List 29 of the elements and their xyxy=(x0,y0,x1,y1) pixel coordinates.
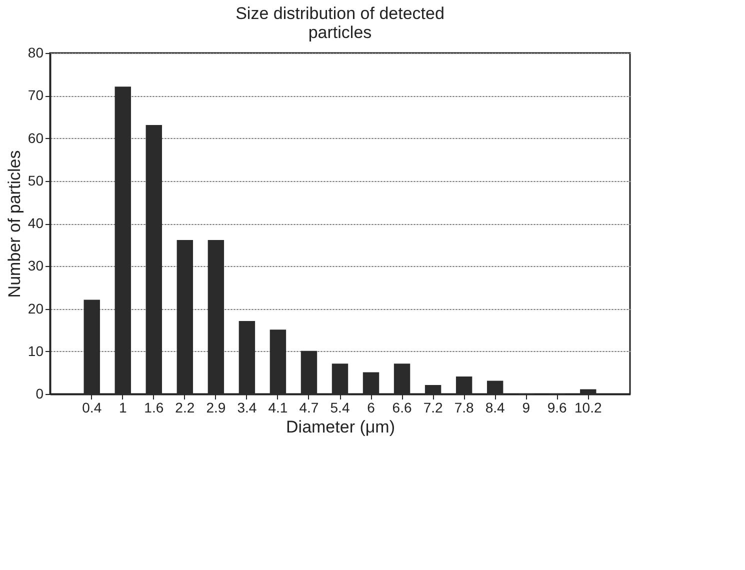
y-tick-label: 80 xyxy=(28,44,44,60)
x-tick-label: 2.9 xyxy=(206,400,226,416)
x-tick-label: 1.6 xyxy=(144,400,164,416)
y-axis-title: Number of particles xyxy=(4,150,24,298)
y-tick-label: 70 xyxy=(28,87,44,104)
x-tick-label: 4.7 xyxy=(299,400,319,416)
x-tick-label: 7.2 xyxy=(423,400,443,416)
x-tick-label: 1 xyxy=(118,400,127,416)
x-tick-label: 4.1 xyxy=(268,400,288,416)
x-tick-label: 8.4 xyxy=(485,400,506,416)
y-tick-label: 50 xyxy=(28,172,44,188)
y-tick-label: 40 xyxy=(28,215,44,231)
x-tick-label: 7.8 xyxy=(454,400,474,416)
x-tick-label: 6 xyxy=(367,400,376,416)
x-tick-label: 2.2 xyxy=(175,400,195,416)
y-tick-label: 60 xyxy=(28,130,44,146)
x-tick-label: 9.6 xyxy=(547,400,568,416)
y-tick-label: 10 xyxy=(28,342,44,359)
x-tick-label: 3.4 xyxy=(237,400,257,416)
chart-title: Size distribution of detected particles xyxy=(236,4,444,42)
x-axis-title: Diameter (μm) xyxy=(286,418,395,436)
y-tick-label: 20 xyxy=(28,300,44,316)
x-tick-label: 9 xyxy=(522,400,530,416)
y-tick-label: 30 xyxy=(28,258,44,274)
x-tick-label: 0.4 xyxy=(82,400,102,416)
x-tick-label: 6.6 xyxy=(392,400,412,416)
y-tick-label: 0 xyxy=(36,386,44,402)
x-tick-label: 10.2 xyxy=(574,400,602,416)
x-tick-label: 5.4 xyxy=(330,400,350,416)
